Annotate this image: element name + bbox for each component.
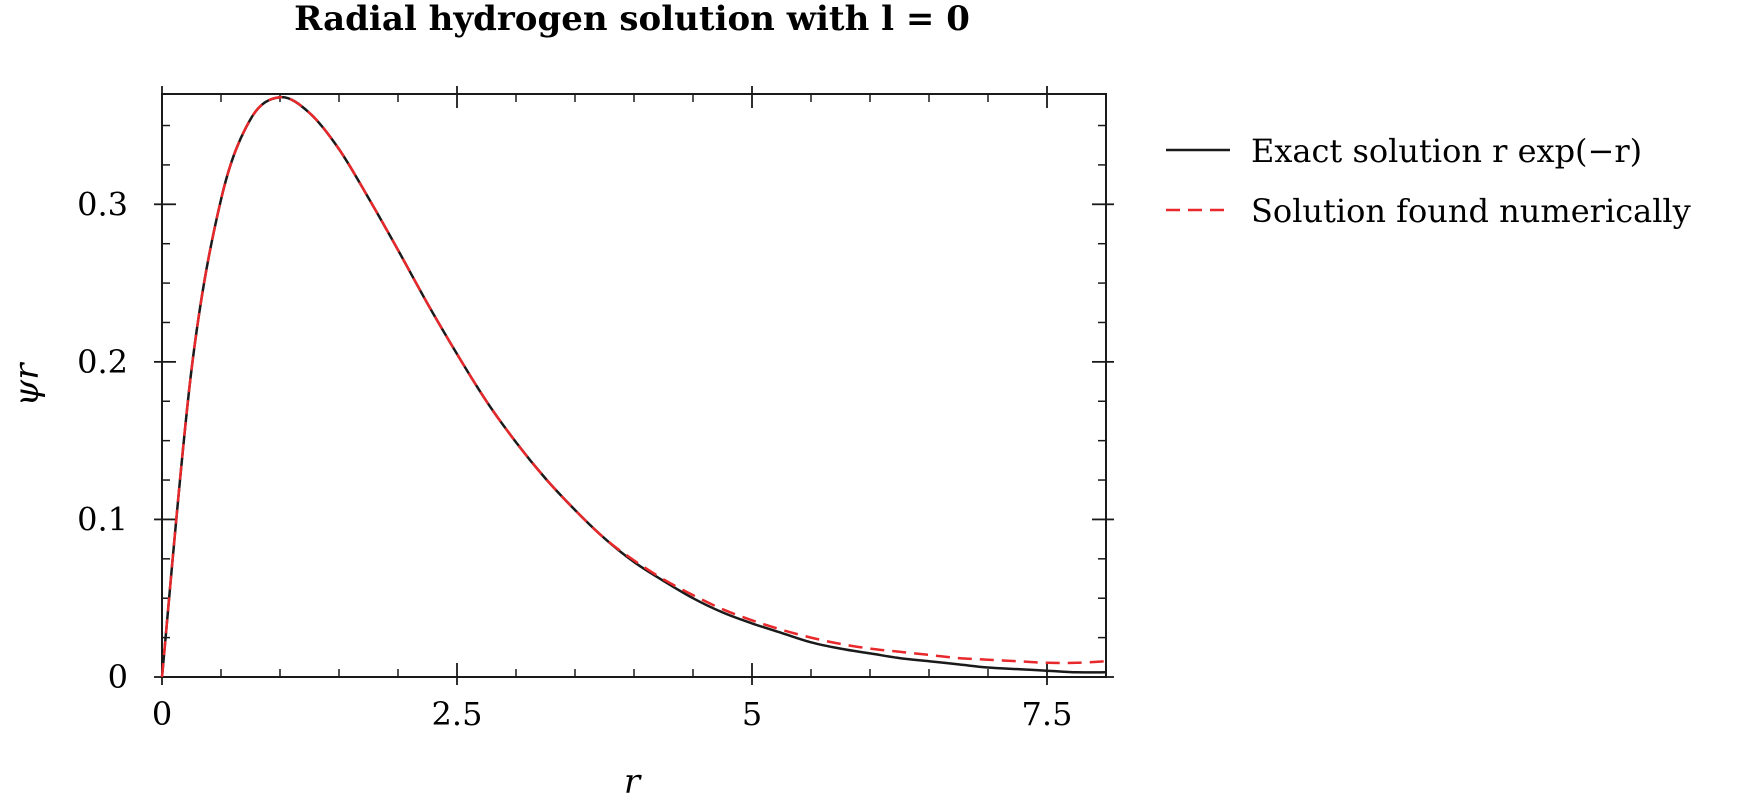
- y-tick-label: 0.1: [77, 500, 128, 538]
- series-line-exact: [160, 95, 1107, 678]
- y-tick-label: 0.2: [77, 343, 128, 381]
- minor-ticks: [162, 94, 1106, 677]
- series-layer: [160, 95, 1107, 678]
- x-tick-label: 5: [742, 695, 762, 733]
- y-tick-label: 0: [108, 658, 128, 696]
- plot-frame: [161, 93, 1107, 678]
- x-axis-label: r: [624, 762, 642, 801]
- legend: Exact solution r exp(−r) Solution found …: [1166, 132, 1691, 230]
- y-axis-ticks: 0 0.1 0.2 0.3: [77, 185, 1114, 696]
- y-axis-label: ψr: [7, 362, 47, 407]
- x-tick-label: 7.5: [1022, 695, 1073, 733]
- legend-label-exact: Exact solution r exp(−r): [1251, 132, 1642, 170]
- chart-title: Radial hydrogen solution with l = 0: [294, 0, 970, 39]
- series-line-numerical: [160, 95, 1107, 678]
- legend-label-numerical: Solution found numerically: [1251, 192, 1691, 230]
- x-axis-ticks: 0 2.5 5 7.5: [152, 86, 1073, 733]
- x-tick-label: 0: [152, 695, 172, 733]
- y-tick-label: 0.3: [77, 185, 128, 223]
- x-tick-label: 2.5: [432, 695, 483, 733]
